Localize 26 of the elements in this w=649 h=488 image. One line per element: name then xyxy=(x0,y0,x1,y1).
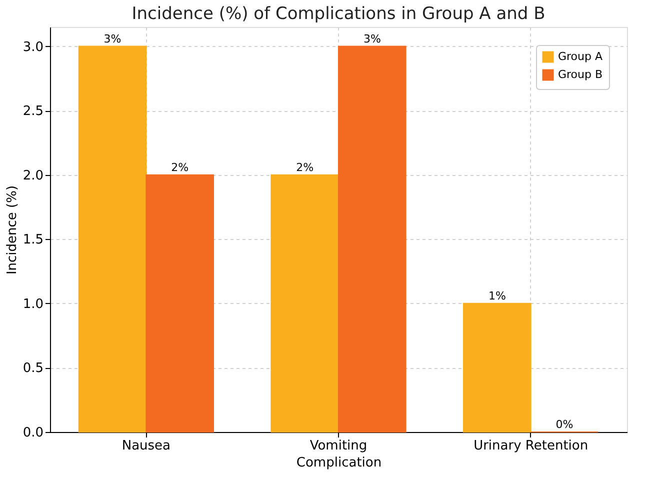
y-axis-title: Incidence (%) xyxy=(4,185,20,275)
legend-label: Group B xyxy=(558,68,603,81)
data-label: 2% xyxy=(296,160,314,174)
data-label: 3% xyxy=(104,32,122,46)
y-tick-label: 3.0 xyxy=(22,40,44,55)
data-label: 1% xyxy=(488,289,506,302)
y-tick-label: 0.0 xyxy=(22,426,44,440)
y-tick-label: 1.0 xyxy=(22,296,44,312)
chart-title: Incidence (%) of Complications in Group A and B xyxy=(132,4,546,24)
bar xyxy=(270,174,339,432)
x-tick-label: Nausea xyxy=(122,438,171,454)
y-tick-label: 1.5 xyxy=(22,232,44,248)
bar xyxy=(146,174,214,432)
data-label: 2% xyxy=(171,160,189,174)
x-axis-title: Complication xyxy=(296,456,382,470)
x-tick-label: Urinary Retention xyxy=(474,438,588,454)
bar xyxy=(338,46,406,432)
y-tick-label: 2.0 xyxy=(22,168,44,184)
bar xyxy=(78,46,147,432)
data-label: 0% xyxy=(556,418,574,431)
y-tick-label: 0.5 xyxy=(22,361,44,376)
y-tick-label: 2.5 xyxy=(22,104,44,120)
bar xyxy=(463,302,532,432)
data-label: 3% xyxy=(363,32,381,46)
legend-label: Group A xyxy=(558,50,603,63)
x-tick-label: Vomiting xyxy=(310,438,368,454)
